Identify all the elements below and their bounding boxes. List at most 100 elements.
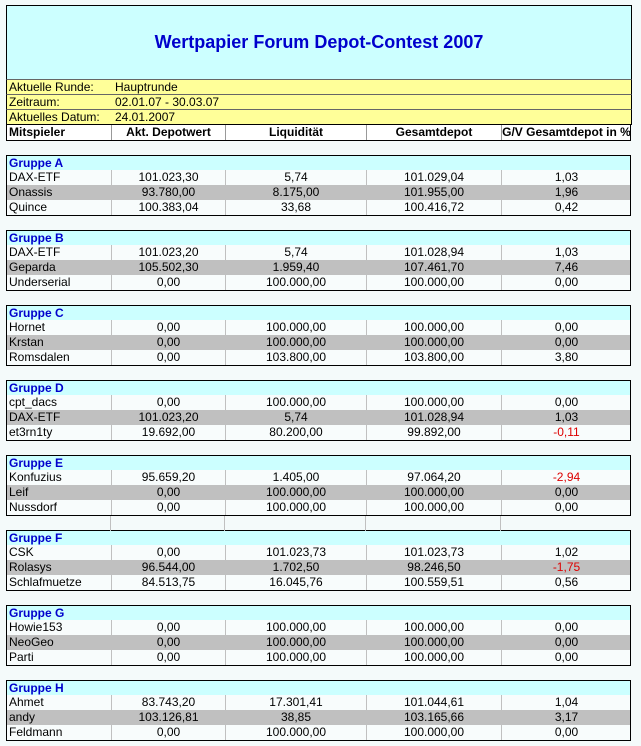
- info-row-round: Aktuelle Runde: Hauptrunde: [6, 79, 632, 95]
- depot-value: 101.023,30: [111, 170, 225, 185]
- table-row: Schlafmuetze 84.513,75 16.045,76 100.559,51…: [6, 575, 631, 591]
- total-depot: 100.000,00: [366, 485, 501, 500]
- gain-loss-percent: 0,00: [501, 335, 631, 350]
- table-row: et3rn1ty 19.692,00 80.200,00 99.892,00 -0,11: [6, 425, 631, 441]
- depot-value: 0,00: [111, 545, 225, 560]
- gain-loss-percent: 1,03: [501, 170, 631, 185]
- depot-value: 0,00: [111, 650, 225, 665]
- player-name: NeoGeo: [9, 635, 54, 649]
- table-row: Howie153 0,00 100.000,00 100.000,00 0,00: [6, 620, 631, 635]
- gain-loss-percent: 0,00: [501, 500, 631, 515]
- gain-loss-percent: 1,03: [501, 410, 631, 425]
- table-row: Onassis 93.780,00 8.175,00 101.955,00 1,96: [6, 185, 631, 200]
- player-name: DAX-ETF: [9, 245, 61, 259]
- depot-value: 105.502,30: [111, 260, 225, 275]
- liquidity: 1.405,00: [225, 470, 366, 485]
- depot-value: 19.692,00: [111, 425, 225, 440]
- depot-value: 101.023,20: [111, 410, 225, 425]
- group-header: Gruppe A: [6, 155, 631, 170]
- liquidity: 103.800,00: [225, 350, 366, 365]
- group-header: Gruppe E: [6, 455, 631, 470]
- depot-value: 0,00: [111, 275, 225, 290]
- player-name: DAX-ETF: [9, 170, 61, 184]
- liquidity: 1.702,50: [225, 560, 366, 575]
- liquidity: 1.959,40: [225, 260, 366, 275]
- player-name: Krstan: [9, 335, 44, 349]
- gain-loss-percent: 0,00: [501, 485, 631, 500]
- player-name: Konfuzius: [9, 470, 62, 484]
- total-depot: 97.064,20: [366, 470, 501, 485]
- total-depot: 100.000,00: [366, 275, 501, 290]
- liquidity: 100.000,00: [225, 500, 366, 515]
- table-row: Romsdalen 0,00 103.800,00 103.800,00 3,80: [6, 350, 631, 366]
- liquidity: 101.023,73: [225, 545, 366, 560]
- table-row: andy 103.126,81 38,85 103.165,66 3,17: [6, 710, 631, 725]
- empty-cell: [6, 516, 110, 531]
- empty-cell: [110, 516, 224, 531]
- gain-loss-percent: 3,17: [501, 710, 631, 725]
- player-name: Romsdalen: [9, 350, 70, 364]
- gain-loss-percent: 3,80: [501, 350, 631, 365]
- total-depot: 100.000,00: [366, 635, 501, 650]
- col-header-gain-loss: G/V Gesamtdepot in %: [501, 125, 631, 140]
- gain-loss-percent: 0,00: [501, 395, 631, 410]
- depot-value: 0,00: [111, 725, 225, 740]
- liquidity: 5,74: [225, 245, 366, 260]
- depot-value: 0,00: [111, 485, 225, 500]
- total-depot: 100.000,00: [366, 620, 501, 635]
- liquidity: 100.000,00: [225, 650, 366, 665]
- depot-value: 95.659,20: [111, 470, 225, 485]
- empty-cell: [365, 516, 500, 531]
- gain-loss-percent: 1,04: [501, 695, 631, 710]
- title-banner: Wertpapier Forum Depot-Contest 2007: [6, 5, 632, 79]
- total-depot: 100.000,00: [366, 320, 501, 335]
- table-row: Konfuzius 95.659,20 1.405,00 97.064,20 -2,94: [6, 470, 631, 485]
- table-row: DAX-ETF 101.023,30 5,74 101.029,04 1,03: [6, 170, 631, 185]
- total-depot: 101.955,00: [366, 185, 501, 200]
- empty-grid-row: [6, 516, 631, 531]
- table-row: cpt_dacs 0,00 100.000,00 100.000,00 0,00: [6, 395, 631, 410]
- player-name: Leif: [9, 485, 29, 499]
- gain-loss-percent: 1,02: [501, 545, 631, 560]
- player-name: Onassis: [9, 185, 53, 199]
- gain-loss-percent: -0,11: [501, 425, 631, 440]
- player-name: Nussdorf: [9, 500, 58, 514]
- gain-loss-percent: 0,00: [501, 725, 631, 740]
- group-header: Gruppe G: [6, 605, 631, 620]
- player-name: Howie153: [9, 620, 63, 634]
- table-row: Quince 100.383,04 33,68 100.416,72 0,42: [6, 200, 631, 216]
- total-depot: 101.023,73: [366, 545, 501, 560]
- total-depot: 101.028,94: [366, 245, 501, 260]
- table-row: NeoGeo 0,00 100.000,00 100.000,00 0,00: [6, 635, 631, 650]
- info-row-period: Zeitraum: 02.01.07 - 30.03.07: [6, 94, 632, 110]
- empty-cell: [224, 516, 365, 531]
- total-depot: 103.800,00: [366, 350, 501, 365]
- table-row: Hornet 0,00 100.000,00 100.000,00 0,00: [6, 320, 631, 335]
- gain-loss-percent: 0,00: [501, 320, 631, 335]
- info-value: 02.01.07 - 30.03.07: [115, 95, 220, 109]
- liquidity: 100.000,00: [225, 485, 366, 500]
- gain-loss-percent: 7,46: [501, 260, 631, 275]
- player-name: Schlafmuetze: [9, 575, 82, 589]
- gain-loss-percent: 0,00: [501, 650, 631, 665]
- total-depot: 99.892,00: [366, 425, 501, 440]
- player-name: CSK: [9, 545, 34, 559]
- info-label: Aktuelles Datum:: [9, 110, 100, 124]
- total-depot: 100.000,00: [366, 395, 501, 410]
- player-name: cpt_dacs: [9, 395, 58, 409]
- total-depot: 100.000,00: [366, 500, 501, 515]
- empty-cell: [500, 516, 630, 531]
- player-name: Hornet: [9, 320, 46, 334]
- depot-value: 0,00: [111, 635, 225, 650]
- depot-value: 0,00: [111, 620, 225, 635]
- table-row: Rolasys 96.544,00 1.702,50 98.246,50 -1,75: [6, 560, 631, 575]
- player-name: Underserial: [9, 275, 71, 289]
- depot-value: 93.780,00: [111, 185, 225, 200]
- depot-value: 0,00: [111, 350, 225, 365]
- group-header: Gruppe H: [6, 680, 631, 695]
- liquidity: 8.175,00: [225, 185, 366, 200]
- gain-loss-percent: 0,56: [501, 575, 631, 590]
- col-header-player: Mitspieler: [9, 125, 66, 139]
- depot-value: 0,00: [111, 320, 225, 335]
- liquidity: 5,74: [225, 170, 366, 185]
